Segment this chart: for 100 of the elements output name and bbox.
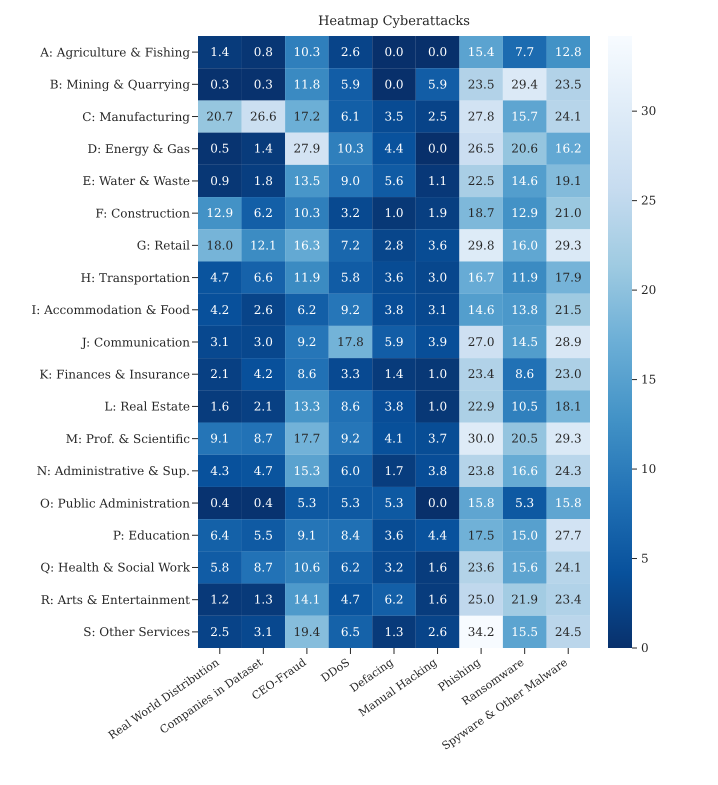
data-label: 14.1 [294, 592, 320, 607]
data-label: 5.3 [297, 496, 316, 510]
data-label: 14.6 [511, 174, 538, 188]
data-label: 34.2 [468, 624, 494, 639]
data-label: 13.3 [294, 399, 320, 414]
data-label: 27.0 [468, 335, 494, 349]
data-label: 0.9 [210, 174, 230, 188]
data-label: 4.2 [254, 367, 273, 382]
data-label: 1.0 [428, 399, 448, 414]
data-label: 6.5 [340, 624, 360, 639]
y-tick-label: R: Arts & Entertainment [40, 592, 190, 607]
data-label: 4.7 [340, 592, 360, 607]
data-label: 2.5 [210, 624, 230, 639]
data-label: 24.3 [554, 464, 582, 478]
data-label: 13.5 [294, 174, 320, 188]
data-label: 19.4 [294, 624, 321, 639]
data-label: 3.6 [384, 270, 404, 285]
data-label: 29.3 [554, 238, 582, 252]
data-label: 12.9 [511, 206, 538, 220]
data-label: 16.6 [511, 464, 538, 478]
data-label: 21.0 [554, 206, 582, 220]
data-label: 24.1 [554, 110, 582, 124]
data-label: 28.9 [554, 335, 582, 349]
data-label: 0.3 [254, 77, 273, 92]
data-label: 16.7 [468, 270, 494, 285]
data-label: 29.3 [554, 432, 582, 446]
data-label: 8.6 [515, 367, 534, 382]
color-bar-label: 25 [641, 194, 656, 208]
data-label: 6.2 [254, 206, 273, 220]
data-label: 15.8 [468, 496, 494, 510]
data-label: 10.6 [294, 560, 320, 574]
data-label: 18.1 [554, 399, 582, 414]
data-label: 1.3 [384, 624, 404, 639]
data-label: 1.6 [210, 399, 230, 414]
data-label: 3.6 [428, 238, 448, 252]
data-label: 3.3 [340, 367, 360, 382]
data-label: 5.3 [515, 496, 534, 510]
data-label: 9.1 [210, 432, 230, 446]
data-label: 13.8 [511, 302, 538, 317]
data-label: 23.5 [554, 77, 582, 92]
data-label: 17.9 [554, 270, 582, 285]
data-label: 23.6 [468, 560, 494, 574]
data-label: 29.8 [468, 238, 494, 252]
y-tick-label: K: Finances & Insurance [39, 367, 190, 382]
color-bar-label: 10 [641, 462, 656, 476]
data-label: 6.4 [210, 528, 230, 542]
data-label: 30.0 [468, 432, 494, 446]
data-label: 8.4 [340, 528, 360, 542]
data-label: 1.3 [254, 592, 273, 607]
data-label: 5.9 [428, 77, 448, 92]
data-label: 9.0 [340, 174, 360, 188]
data-label: 5.5 [254, 528, 273, 542]
data-label: 23.4 [554, 592, 582, 607]
data-label: 5.8 [340, 270, 360, 285]
data-label: 10.3 [294, 45, 320, 60]
data-label: 14.5 [511, 335, 538, 349]
data-label: 1.0 [428, 367, 448, 382]
data-label: 0.0 [428, 45, 448, 60]
data-label: 0.3 [210, 77, 230, 92]
data-label: 1.1 [428, 174, 448, 188]
y-tick-label: I: Accommodation & Food [32, 303, 190, 318]
data-label: 18.0 [206, 238, 234, 252]
data-label: 6.2 [384, 592, 404, 607]
data-label: 19.1 [554, 174, 582, 188]
data-label: 11.9 [294, 270, 320, 285]
data-label: 4.1 [384, 432, 404, 446]
data-label: 5.6 [384, 174, 404, 188]
y-tick-label: A: Agriculture & Fishing [39, 45, 190, 60]
data-label: 15.3 [294, 464, 320, 478]
color-bar-label: 20 [641, 283, 656, 298]
data-label: 5.9 [384, 335, 404, 349]
data-label: 0.8 [254, 45, 273, 60]
data-label: 17.2 [294, 110, 320, 124]
data-label: 20.6 [511, 142, 538, 156]
data-label: 3.7 [428, 432, 448, 446]
y-tick-label: F: Construction [95, 206, 190, 220]
data-label: 20.5 [511, 432, 538, 446]
data-label: 24.5 [554, 624, 582, 639]
data-label: 24.1 [554, 560, 582, 574]
data-label: 18.7 [468, 206, 494, 220]
data-label: 8.7 [254, 432, 273, 446]
data-label: 12.8 [554, 45, 582, 60]
data-label: 1.4 [384, 367, 404, 382]
data-label: 17.8 [337, 335, 364, 349]
data-label: 22.5 [468, 174, 494, 188]
data-label: 4.4 [428, 528, 448, 542]
data-label: 2.5 [428, 110, 448, 124]
data-label: 20.7 [206, 110, 234, 124]
data-label: 2.8 [384, 238, 404, 252]
data-label: 1.6 [428, 592, 448, 607]
color-bar-label: 15 [641, 372, 656, 387]
data-label: 0.0 [384, 45, 404, 60]
data-label: 1.9 [428, 206, 448, 220]
data-label: 9.2 [297, 335, 316, 349]
data-label: 3.8 [384, 302, 404, 317]
data-label: 3.6 [384, 528, 404, 542]
data-label: 10.3 [294, 206, 320, 220]
data-label: 6.2 [297, 302, 316, 317]
data-label: 0.4 [254, 496, 274, 510]
data-label: 1.6 [428, 560, 448, 574]
